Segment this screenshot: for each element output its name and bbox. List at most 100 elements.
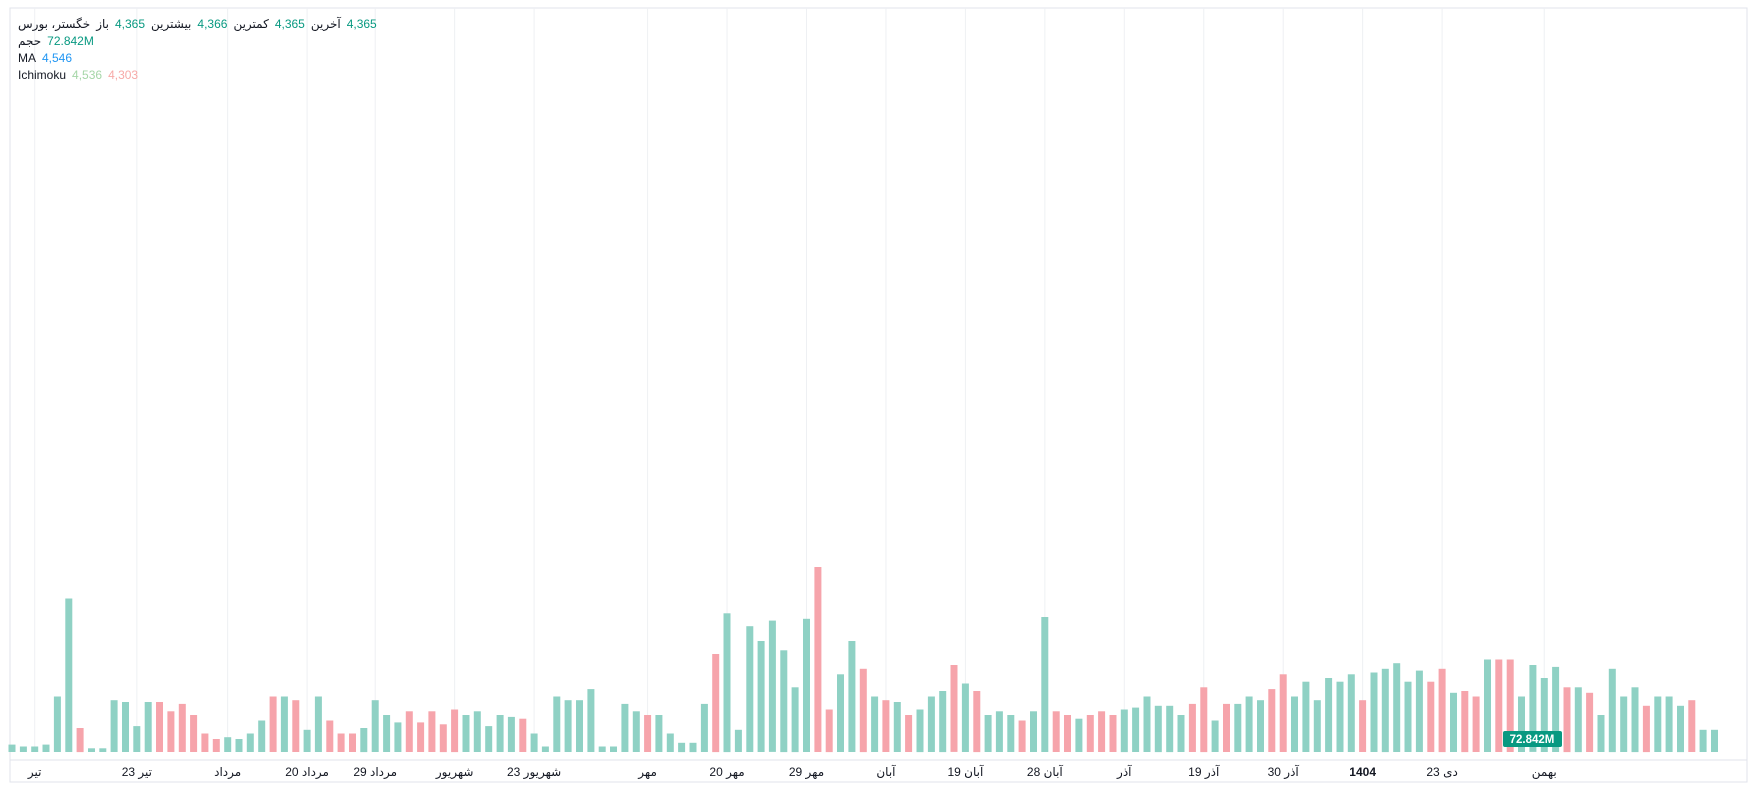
- ichimoku-legend-row[interactable]: Ichimoku 4,536 4,303: [18, 67, 377, 84]
- volume-bar: [780, 650, 788, 753]
- volume-bar: [428, 711, 436, 752]
- volume-bar: [1359, 700, 1367, 752]
- ma-legend-row[interactable]: MA 4,546: [18, 50, 377, 67]
- volume-bar: [1313, 700, 1321, 752]
- volume-bar: [1234, 703, 1242, 752]
- volume-bar: [1109, 715, 1117, 752]
- volume-value: 72.842M: [47, 34, 94, 48]
- volume-bar: [1518, 696, 1525, 752]
- ohlc-legend-row: خگستر، بورس باز 4,365 بیشترین 4,366 کمتر…: [18, 16, 377, 33]
- time-tick-label: 19 آذر: [1188, 764, 1220, 780]
- volume-legend-row[interactable]: حجم 72.842M: [18, 33, 377, 50]
- volume-bar: [757, 641, 765, 752]
- time-tick-label: 23 تیر: [122, 765, 152, 780]
- time-tick-label: بهمن: [1532, 765, 1557, 780]
- volume-bar: [1007, 715, 1015, 752]
- volume-bar: [1052, 711, 1060, 752]
- volume-bar: [8, 744, 16, 752]
- volume-bar: [258, 720, 266, 752]
- volume-bar: [1563, 687, 1571, 753]
- volume-bar: [178, 703, 186, 752]
- time-tick-label: 20 مهر: [709, 765, 744, 780]
- volume-bar: [598, 746, 606, 752]
- volume-bar: [621, 703, 629, 752]
- symbol-name[interactable]: خگستر، بورس: [18, 17, 91, 31]
- volume-bar: [19, 746, 27, 752]
- time-tick-label: آبان: [876, 764, 896, 779]
- volume-bar: [473, 711, 481, 752]
- volume-bar: [791, 687, 799, 753]
- volume-bar: [1064, 715, 1071, 752]
- volume-bar: [678, 742, 686, 753]
- volume-bar: [1381, 668, 1389, 753]
- volume-bar: [1370, 672, 1378, 752]
- time-tick-label: تیر: [27, 765, 42, 780]
- volume-bar: [519, 718, 527, 752]
- volume-bar: [462, 715, 470, 752]
- volume-bar: [246, 733, 254, 752]
- close-value: 4,365: [346, 17, 377, 31]
- volume-bar: [42, 744, 50, 752]
- volume-bar: [405, 711, 413, 752]
- volume-bar: [1177, 715, 1185, 752]
- ichimoku-value-a: 4,536: [72, 68, 103, 82]
- volume-bar: [1143, 696, 1151, 752]
- ichimoku-value-b: 4,303: [108, 68, 139, 82]
- volume-bar: [1132, 707, 1140, 752]
- volume-bar: [1654, 696, 1662, 752]
- volume-bar: [1484, 659, 1491, 752]
- volume-bar: [564, 700, 572, 752]
- volume-bar: [76, 728, 84, 753]
- volume-bar: [1336, 681, 1344, 752]
- volume-bar: [1188, 703, 1196, 752]
- time-tick-label: مهر: [637, 765, 657, 780]
- volume-bar: [553, 696, 561, 752]
- volume-bar: [88, 748, 95, 752]
- volume-bar: [383, 715, 391, 752]
- volume-bar: [700, 703, 708, 752]
- volume-bar: [1086, 715, 1094, 752]
- volume-bar: [1461, 691, 1469, 753]
- volume-bar: [326, 720, 334, 752]
- volume-bar: [224, 737, 232, 752]
- time-axis[interactable]: تیر 23 تیر مرداد 20 مرداد 29 مرداد شهریور 23 ش…: [27, 764, 1557, 780]
- volume-bar: [530, 733, 538, 752]
- time-tick-label: 23 دی: [1426, 765, 1457, 779]
- volume-bar: [1302, 681, 1310, 752]
- volume-bar: [507, 716, 515, 752]
- volume-bar: [1166, 705, 1174, 753]
- volume-bar: [1608, 668, 1616, 753]
- volume-bar: [666, 733, 674, 752]
- time-tick-label: 23 شهریور: [507, 765, 561, 780]
- low-value: 4,365: [274, 17, 305, 31]
- chart-frame: [9, 7, 1748, 783]
- volume-bar: [1257, 700, 1264, 752]
- time-tick-label: شهریور: [435, 765, 474, 780]
- volume-bar: [31, 746, 39, 752]
- volume-bar: [99, 748, 107, 752]
- volume-bar: [1404, 681, 1412, 752]
- volume-bar: [1030, 711, 1037, 752]
- volume-bar: [133, 726, 141, 752]
- volume-bar: [1427, 681, 1435, 752]
- volume-badge: [1503, 731, 1562, 747]
- close-label: آخرین: [310, 17, 341, 31]
- volume-bar: [905, 715, 913, 752]
- volume-bar: [1586, 692, 1594, 752]
- volume-badge-label: 72.842M: [1510, 734, 1555, 746]
- volume-bar: [1677, 705, 1684, 753]
- volume-bar: [825, 709, 833, 753]
- volume-bar: [1268, 689, 1276, 752]
- volume-bar: [644, 715, 652, 752]
- volume-bar: [1699, 729, 1707, 752]
- volume-bar: [1711, 729, 1718, 752]
- volume-bar: [1041, 617, 1049, 752]
- volume-bar: [610, 746, 617, 752]
- volume-bar: [360, 728, 368, 753]
- high-label: بیشترین: [151, 17, 192, 31]
- volume-bar: [1642, 705, 1650, 753]
- volume-bar: [1018, 720, 1026, 752]
- volume-bar: [1574, 687, 1582, 753]
- volume-bar: [587, 689, 595, 752]
